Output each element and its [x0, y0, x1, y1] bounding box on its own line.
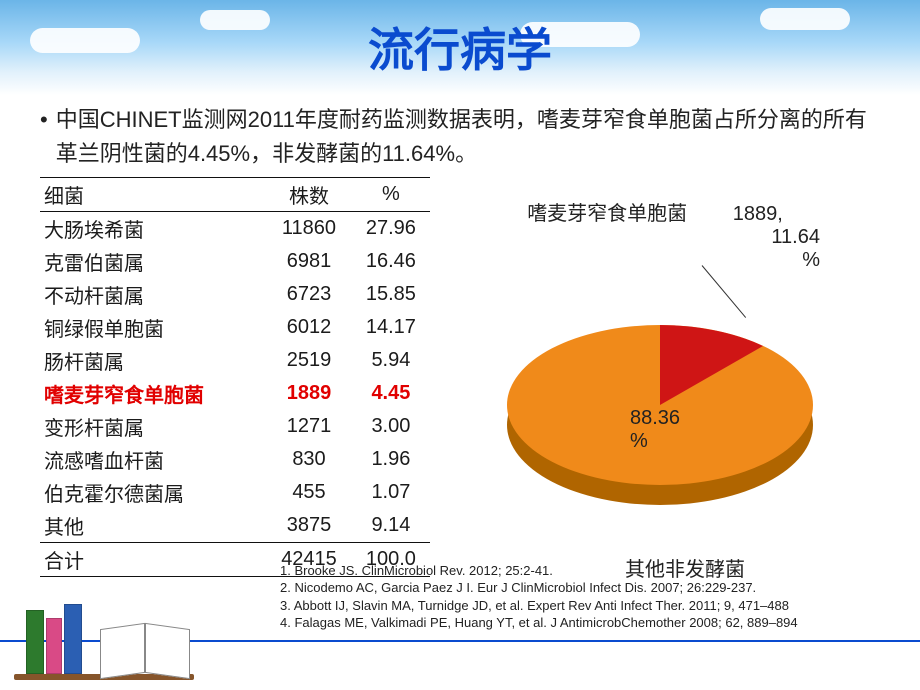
- table-cell: 合计: [40, 543, 266, 577]
- bullet-point: • 中国CHINET监测网2011年度耐药监测数据表明，嗜麦芽窄食单胞菌占所分离…: [40, 103, 880, 171]
- ref-line: 1. Brooke JS. ClinMicrobiol Rev. 2012; 2…: [280, 562, 798, 580]
- col-bacteria: 细菌: [40, 178, 266, 212]
- pie-slice1-name: 嗜麦芽窄食单胞菌: [527, 197, 687, 226]
- table-row: 嗜麦芽窄食单胞菌18894.45: [40, 377, 430, 410]
- pie-slice1-label: 嗜麦芽窄食单胞菌 1889, 11.64%: [430, 197, 880, 272]
- table-cell: 嗜麦芽窄食单胞菌: [40, 377, 266, 410]
- table-row: 不动杆菌属672315.85: [40, 278, 430, 311]
- table-row: 流感嗜血杆菌8301.96: [40, 443, 430, 476]
- content-area: • 中国CHINET监测网2011年度耐药监测数据表明，嗜麦芽窄食单胞菌占所分离…: [0, 95, 920, 577]
- book-icon: [26, 610, 44, 674]
- table-cell: 4.45: [352, 377, 430, 410]
- col-count: 株数: [266, 178, 352, 212]
- open-book-icon: [100, 626, 190, 676]
- table-cell: 9.14: [352, 509, 430, 543]
- table-row: 大肠埃希菌1186027.96: [40, 212, 430, 246]
- table-cell: 1.07: [352, 476, 430, 509]
- book-page: [145, 623, 190, 679]
- ref-line: 2. Nicodemo AC, Garcia Paez J I. Eur J C…: [280, 579, 798, 597]
- table-cell: 16.46: [352, 245, 430, 278]
- table-cell: 1889: [266, 377, 352, 410]
- table-cell: 6981: [266, 245, 352, 278]
- col-pct: %: [352, 178, 430, 212]
- table-row: 肠杆菌属25195.94: [40, 344, 430, 377]
- pie-chart-area: 嗜麦芽窄食单胞菌 1889, 11.64% 88.36 % 其他非发酵菌: [430, 177, 880, 577]
- table-cell: 流感嗜血杆菌: [40, 443, 266, 476]
- table-cell: 克雷伯菌属: [40, 245, 266, 278]
- table-cell: 其他: [40, 509, 266, 543]
- table-cell: 455: [266, 476, 352, 509]
- pie-slice2-pct: 88.36 %: [630, 407, 680, 453]
- book-page: [100, 623, 145, 679]
- table-cell: 830: [266, 443, 352, 476]
- table-cell: 3875: [266, 509, 352, 543]
- ref-line: 3. Abbott IJ, Slavin MA, Turnidge JD, et…: [280, 597, 798, 615]
- table-cell: 27.96: [352, 212, 430, 246]
- table-cell: 2519: [266, 344, 352, 377]
- pie-slice1-pct-suf: %: [802, 249, 820, 271]
- table-row: 克雷伯菌属698116.46: [40, 245, 430, 278]
- table-cell: 大肠埃希菌: [40, 212, 266, 246]
- bullet-text: 中国CHINET监测网2011年度耐药监测数据表明，嗜麦芽窄食单胞菌占所分离的所…: [56, 103, 880, 171]
- references: 1. Brooke JS. ClinMicrobiol Rev. 2012; 2…: [280, 562, 798, 632]
- slide-title: 流行病学: [0, 14, 920, 80]
- pie-slice1-pct: 11.64: [771, 226, 820, 248]
- table-cell: 1.96: [352, 443, 430, 476]
- data-table-wrap: 细菌 株数 % 大肠埃希菌1186027.96克雷伯菌属698116.46不动杆…: [40, 177, 430, 577]
- main-row: 细菌 株数 % 大肠埃希菌1186027.96克雷伯菌属698116.46不动杆…: [40, 177, 880, 577]
- table-cell: 变形杆菌属: [40, 410, 266, 443]
- table-row: 铜绿假单胞菌601214.17: [40, 311, 430, 344]
- table-cell: 3.00: [352, 410, 430, 443]
- table-row: 其他38759.14: [40, 509, 430, 543]
- table-cell: 14.17: [352, 311, 430, 344]
- table-cell: 15.85: [352, 278, 430, 311]
- table-header-row: 细菌 株数 %: [40, 178, 430, 212]
- table-cell: 6012: [266, 311, 352, 344]
- table-row: 伯克霍尔德菌属4551.07: [40, 476, 430, 509]
- bacteria-table: 细菌 株数 % 大肠埃希菌1186027.96克雷伯菌属698116.46不动杆…: [40, 177, 430, 577]
- table-cell: 伯克霍尔德菌属: [40, 476, 266, 509]
- table-cell: 肠杆菌属: [40, 344, 266, 377]
- table-cell: 1271: [266, 410, 352, 443]
- table-cell: 5.94: [352, 344, 430, 377]
- table-row: 变形杆菌属12713.00: [40, 410, 430, 443]
- table-cell: 铜绿假单胞菌: [40, 311, 266, 344]
- header-sky: 流行病学: [0, 0, 920, 95]
- table-cell: 11860: [266, 212, 352, 246]
- books-decoration: [4, 590, 204, 690]
- book-icon: [46, 618, 62, 674]
- book-icon: [64, 604, 82, 674]
- pie-slice1-count: 1889,: [733, 203, 783, 226]
- bullet-marker: •: [40, 103, 48, 137]
- table-cell: 不动杆菌属: [40, 278, 266, 311]
- ref-line: 4. Falagas ME, Valkimadi PE, Huang YT, e…: [280, 614, 798, 632]
- table-cell: 6723: [266, 278, 352, 311]
